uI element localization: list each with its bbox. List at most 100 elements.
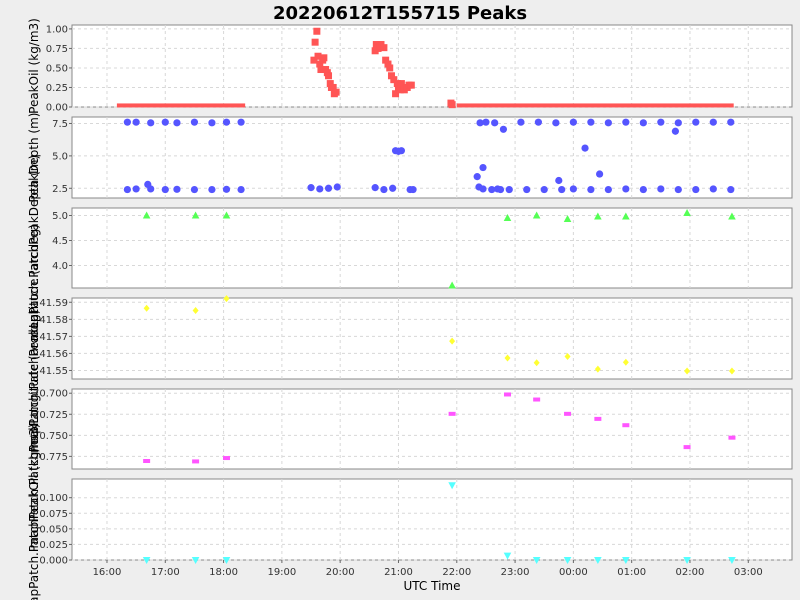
data-point: [683, 445, 691, 450]
data-point: [387, 72, 395, 80]
data-point: [594, 212, 602, 220]
y-tick-label: 5.0: [52, 151, 68, 162]
data-point: [316, 185, 324, 193]
y-axis-label: mapPatch.PatchPeakLatitude (arcdeg): [27, 224, 41, 453]
plot-area: [71, 24, 793, 108]
x-tick-label: 18:00: [209, 567, 238, 578]
data-point: [496, 185, 505, 194]
data-point: [488, 185, 496, 194]
data-point: [316, 60, 324, 68]
x-tick-label: 00:00: [559, 567, 588, 578]
data-point: [143, 459, 151, 463]
data-point: [237, 185, 245, 194]
y-tick-label: 0.75: [46, 44, 68, 55]
data-point: [123, 118, 131, 126]
data-point: [317, 66, 325, 74]
data-point: [622, 185, 630, 193]
data-point: [132, 118, 140, 126]
data-point: [407, 81, 415, 89]
data-point: [564, 352, 571, 360]
x-axis-label: UTC Time: [404, 579, 461, 593]
y-tick-label: 5.0: [52, 211, 68, 222]
data-point: [161, 185, 169, 194]
y-tick-label: -70.700: [29, 389, 68, 400]
y-tick-label: -70.725: [29, 410, 68, 421]
data-point: [604, 185, 612, 194]
y-axis-label: mapPatch.PatchPeakDepth (m): [27, 155, 41, 341]
data-point: [555, 176, 563, 185]
data-point: [569, 118, 577, 126]
data-segment: [116, 103, 246, 108]
y-tick-label: 1.00: [46, 24, 68, 35]
data-point: [728, 557, 736, 564]
x-tick-label: 21:00: [384, 567, 413, 578]
data-point: [390, 76, 398, 84]
data-point: [449, 337, 456, 345]
data-point: [479, 163, 487, 172]
data-point: [448, 482, 456, 490]
data-point: [192, 306, 199, 314]
data-point: [683, 209, 691, 216]
panel-peak-oil: 0.00 0.25 0.50 0.75 1.00 PeakOil (kg/m3): [27, 18, 793, 114]
data-point: [237, 118, 245, 126]
data-point: [307, 184, 315, 192]
data-point: [728, 435, 736, 440]
y-tick-label: 0.50: [46, 63, 68, 74]
data-point: [380, 44, 388, 52]
data-point: [532, 557, 541, 564]
data-point: [476, 119, 484, 127]
data-point: [191, 211, 200, 219]
data-point: [533, 397, 541, 402]
y-tick-label: 41.58: [39, 315, 68, 326]
data-point: [504, 354, 511, 362]
x-tick-label: 23:00: [501, 567, 530, 578]
y-tick-label: 2.5: [52, 184, 68, 195]
data-point: [397, 147, 405, 155]
data-point: [371, 184, 379, 192]
plot-area: [71, 478, 793, 561]
data-point: [671, 127, 680, 135]
data-point: [333, 183, 341, 191]
data-point: [683, 557, 691, 564]
y-tick-label: 41.56: [39, 349, 68, 360]
y-tick-label: -70.750: [29, 431, 68, 442]
data-point: [728, 212, 736, 220]
data-point: [674, 119, 682, 127]
data-point: [594, 416, 602, 421]
y-axis-label: PeakOil (kg/m3): [27, 18, 41, 114]
y-tick-label: 4.0: [52, 261, 68, 272]
data-point: [173, 119, 181, 127]
data-point: [380, 185, 388, 194]
y-tick-label: 0.25: [46, 83, 68, 94]
data-point: [208, 119, 216, 127]
data-point: [325, 72, 333, 80]
data-point: [329, 83, 337, 91]
data-point: [503, 214, 512, 221]
y-tick-label: 41.59: [39, 298, 68, 309]
data-point: [396, 86, 404, 94]
data-point: [581, 144, 589, 152]
data-point: [208, 185, 216, 194]
data-point: [540, 185, 548, 194]
data-point: [709, 118, 717, 126]
data-point: [558, 185, 566, 194]
data-point: [622, 557, 630, 564]
plot-area: [71, 207, 793, 289]
y-tick-label: 0.000: [39, 556, 68, 567]
x-tick-label: 03:00: [734, 567, 763, 578]
data-point: [382, 56, 390, 64]
data-point: [532, 211, 541, 219]
data-point: [143, 304, 150, 312]
data-point: [587, 118, 595, 126]
data-point: [192, 459, 200, 464]
data-point: [222, 185, 231, 193]
data-point: [503, 392, 511, 397]
data-point: [533, 359, 540, 367]
data-point: [563, 557, 572, 564]
y-tick-label: 0.00: [46, 103, 68, 114]
data-point: [222, 118, 231, 126]
data-point: [517, 118, 525, 126]
y-tick-label: 0.050: [39, 524, 68, 535]
data-point: [384, 60, 392, 68]
panel-peak-depth: 2.5 5.0 7.5 PeakDepth (m): [27, 113, 793, 202]
